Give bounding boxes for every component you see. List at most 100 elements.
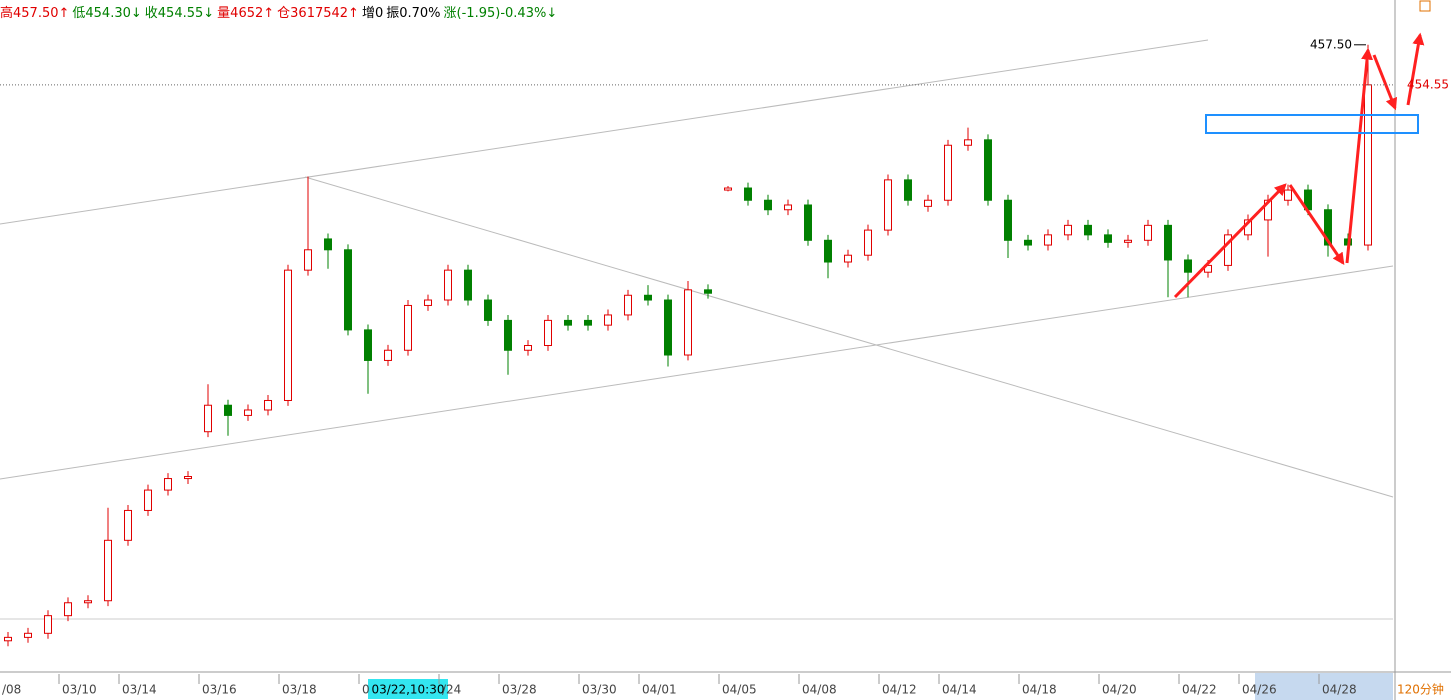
candle-body — [644, 294, 652, 301]
candle-body — [1184, 259, 1192, 273]
x-tick-label: 03/30 — [582, 683, 617, 697]
last-price-label: 454.55 — [1407, 77, 1449, 91]
candle-body — [1144, 224, 1152, 241]
x-tick-label: 03/16 — [202, 683, 237, 697]
candle-body — [524, 345, 532, 351]
x-tick-label: 03/10 — [62, 683, 97, 697]
candle-body — [584, 319, 592, 326]
candle-body — [464, 269, 472, 301]
candle-body — [804, 204, 812, 241]
candle-body — [744, 187, 752, 201]
candle-body — [184, 476, 192, 480]
candle-body — [384, 349, 392, 361]
trend-line — [0, 265, 1394, 480]
candle-body — [1084, 224, 1092, 236]
x-tick-label: 03/28 — [502, 683, 537, 697]
candle-body — [824, 239, 832, 263]
quote-header: 高457.50↑ 低454.30↓ 收454.55↓ 量4652↑ 仓3617542↑ 增… — [0, 2, 560, 21]
x-tick-label: 04/28 — [1322, 683, 1357, 697]
candle-body — [844, 254, 852, 263]
candle-body — [664, 299, 672, 356]
candle-body — [604, 314, 612, 326]
x-tick-label: /08 — [2, 683, 21, 697]
candle-body — [1324, 209, 1332, 246]
x-tick-label: 04/26 — [1242, 683, 1277, 697]
candle-body — [284, 269, 292, 401]
candle-body — [424, 299, 432, 306]
candle-body — [884, 179, 892, 231]
high-label: 457.50 — [1310, 37, 1352, 51]
candle-body — [24, 632, 32, 638]
candle-body — [924, 199, 932, 207]
candle-body — [944, 144, 952, 201]
candle-body — [264, 399, 272, 411]
candle-body — [104, 539, 112, 602]
candle-body — [1364, 84, 1372, 246]
candle-body — [564, 319, 572, 326]
header-item: 低454.30↓ — [72, 6, 142, 21]
header-item: 量4652↑ — [217, 6, 275, 21]
x-tick-label: 04/01 — [642, 683, 677, 697]
candle-body — [864, 229, 872, 256]
candle-body — [484, 299, 492, 321]
annotation-arrows — [1173, 32, 1425, 299]
candle-body — [1044, 234, 1052, 246]
x-tick-label: 04/14 — [942, 683, 977, 697]
header-item: 增0 — [361, 6, 384, 21]
candle-body — [544, 319, 552, 347]
candle-body — [1224, 234, 1232, 266]
x-tick-label: 03/14 — [122, 683, 157, 697]
header-item: 高457.50↑ — [0, 6, 70, 21]
candle-body — [984, 139, 992, 201]
trend-line — [0, 39, 1209, 225]
candle-body — [144, 489, 152, 511]
highlight-box — [1205, 114, 1419, 134]
candle-body — [764, 199, 772, 211]
cursor-label-bg — [368, 679, 448, 699]
candle-body — [704, 289, 712, 294]
header-item: 振0.70% — [386, 6, 441, 21]
candle-body — [64, 602, 72, 617]
candle-body — [964, 139, 972, 146]
candle-body — [224, 404, 232, 416]
header-item: 收454.55↓ — [144, 6, 215, 21]
candle-body — [324, 238, 332, 251]
candle-body — [624, 294, 632, 316]
candle-body — [204, 404, 212, 433]
x-tick-label: /24 — [442, 683, 461, 697]
candle-body — [684, 289, 692, 356]
x-tick-label: 04/05 — [722, 683, 757, 697]
candle-body — [444, 269, 452, 301]
header-item: 仓3617542↑ — [277, 6, 359, 21]
candle-body — [244, 409, 252, 416]
candle-body — [1104, 234, 1112, 243]
candle-body — [1164, 224, 1172, 261]
candle-body — [304, 249, 312, 271]
x-tick-label: 04/18 — [1022, 683, 1057, 697]
cursor-label: 03/22,10:30 — [372, 683, 445, 697]
x-tick-label: 04/22 — [1182, 683, 1217, 697]
candle-body — [124, 509, 132, 541]
x-tick-label: 03/18 — [282, 683, 317, 697]
corner-icon[interactable] — [1419, 0, 1431, 12]
x-tick-label: 04/20 — [1102, 683, 1137, 697]
candle-body — [1024, 239, 1032, 246]
candle-body — [404, 304, 412, 351]
candle-body — [504, 319, 512, 351]
x-tick-label: 0 — [362, 683, 370, 697]
candle-body — [784, 204, 792, 211]
candle-body — [4, 636, 12, 642]
candle-body — [1064, 224, 1072, 236]
candle-body — [904, 179, 912, 201]
trend-line — [304, 176, 1394, 498]
candle-body — [1124, 239, 1132, 243]
x-tick-label: 04/08 — [802, 683, 837, 697]
x-tick-label: 04/12 — [882, 683, 917, 697]
candle-body — [84, 600, 92, 604]
candle-body — [364, 329, 372, 361]
period-label: 120分钟 — [1397, 682, 1444, 697]
candle-body — [724, 187, 732, 191]
candle-body — [1284, 189, 1292, 201]
